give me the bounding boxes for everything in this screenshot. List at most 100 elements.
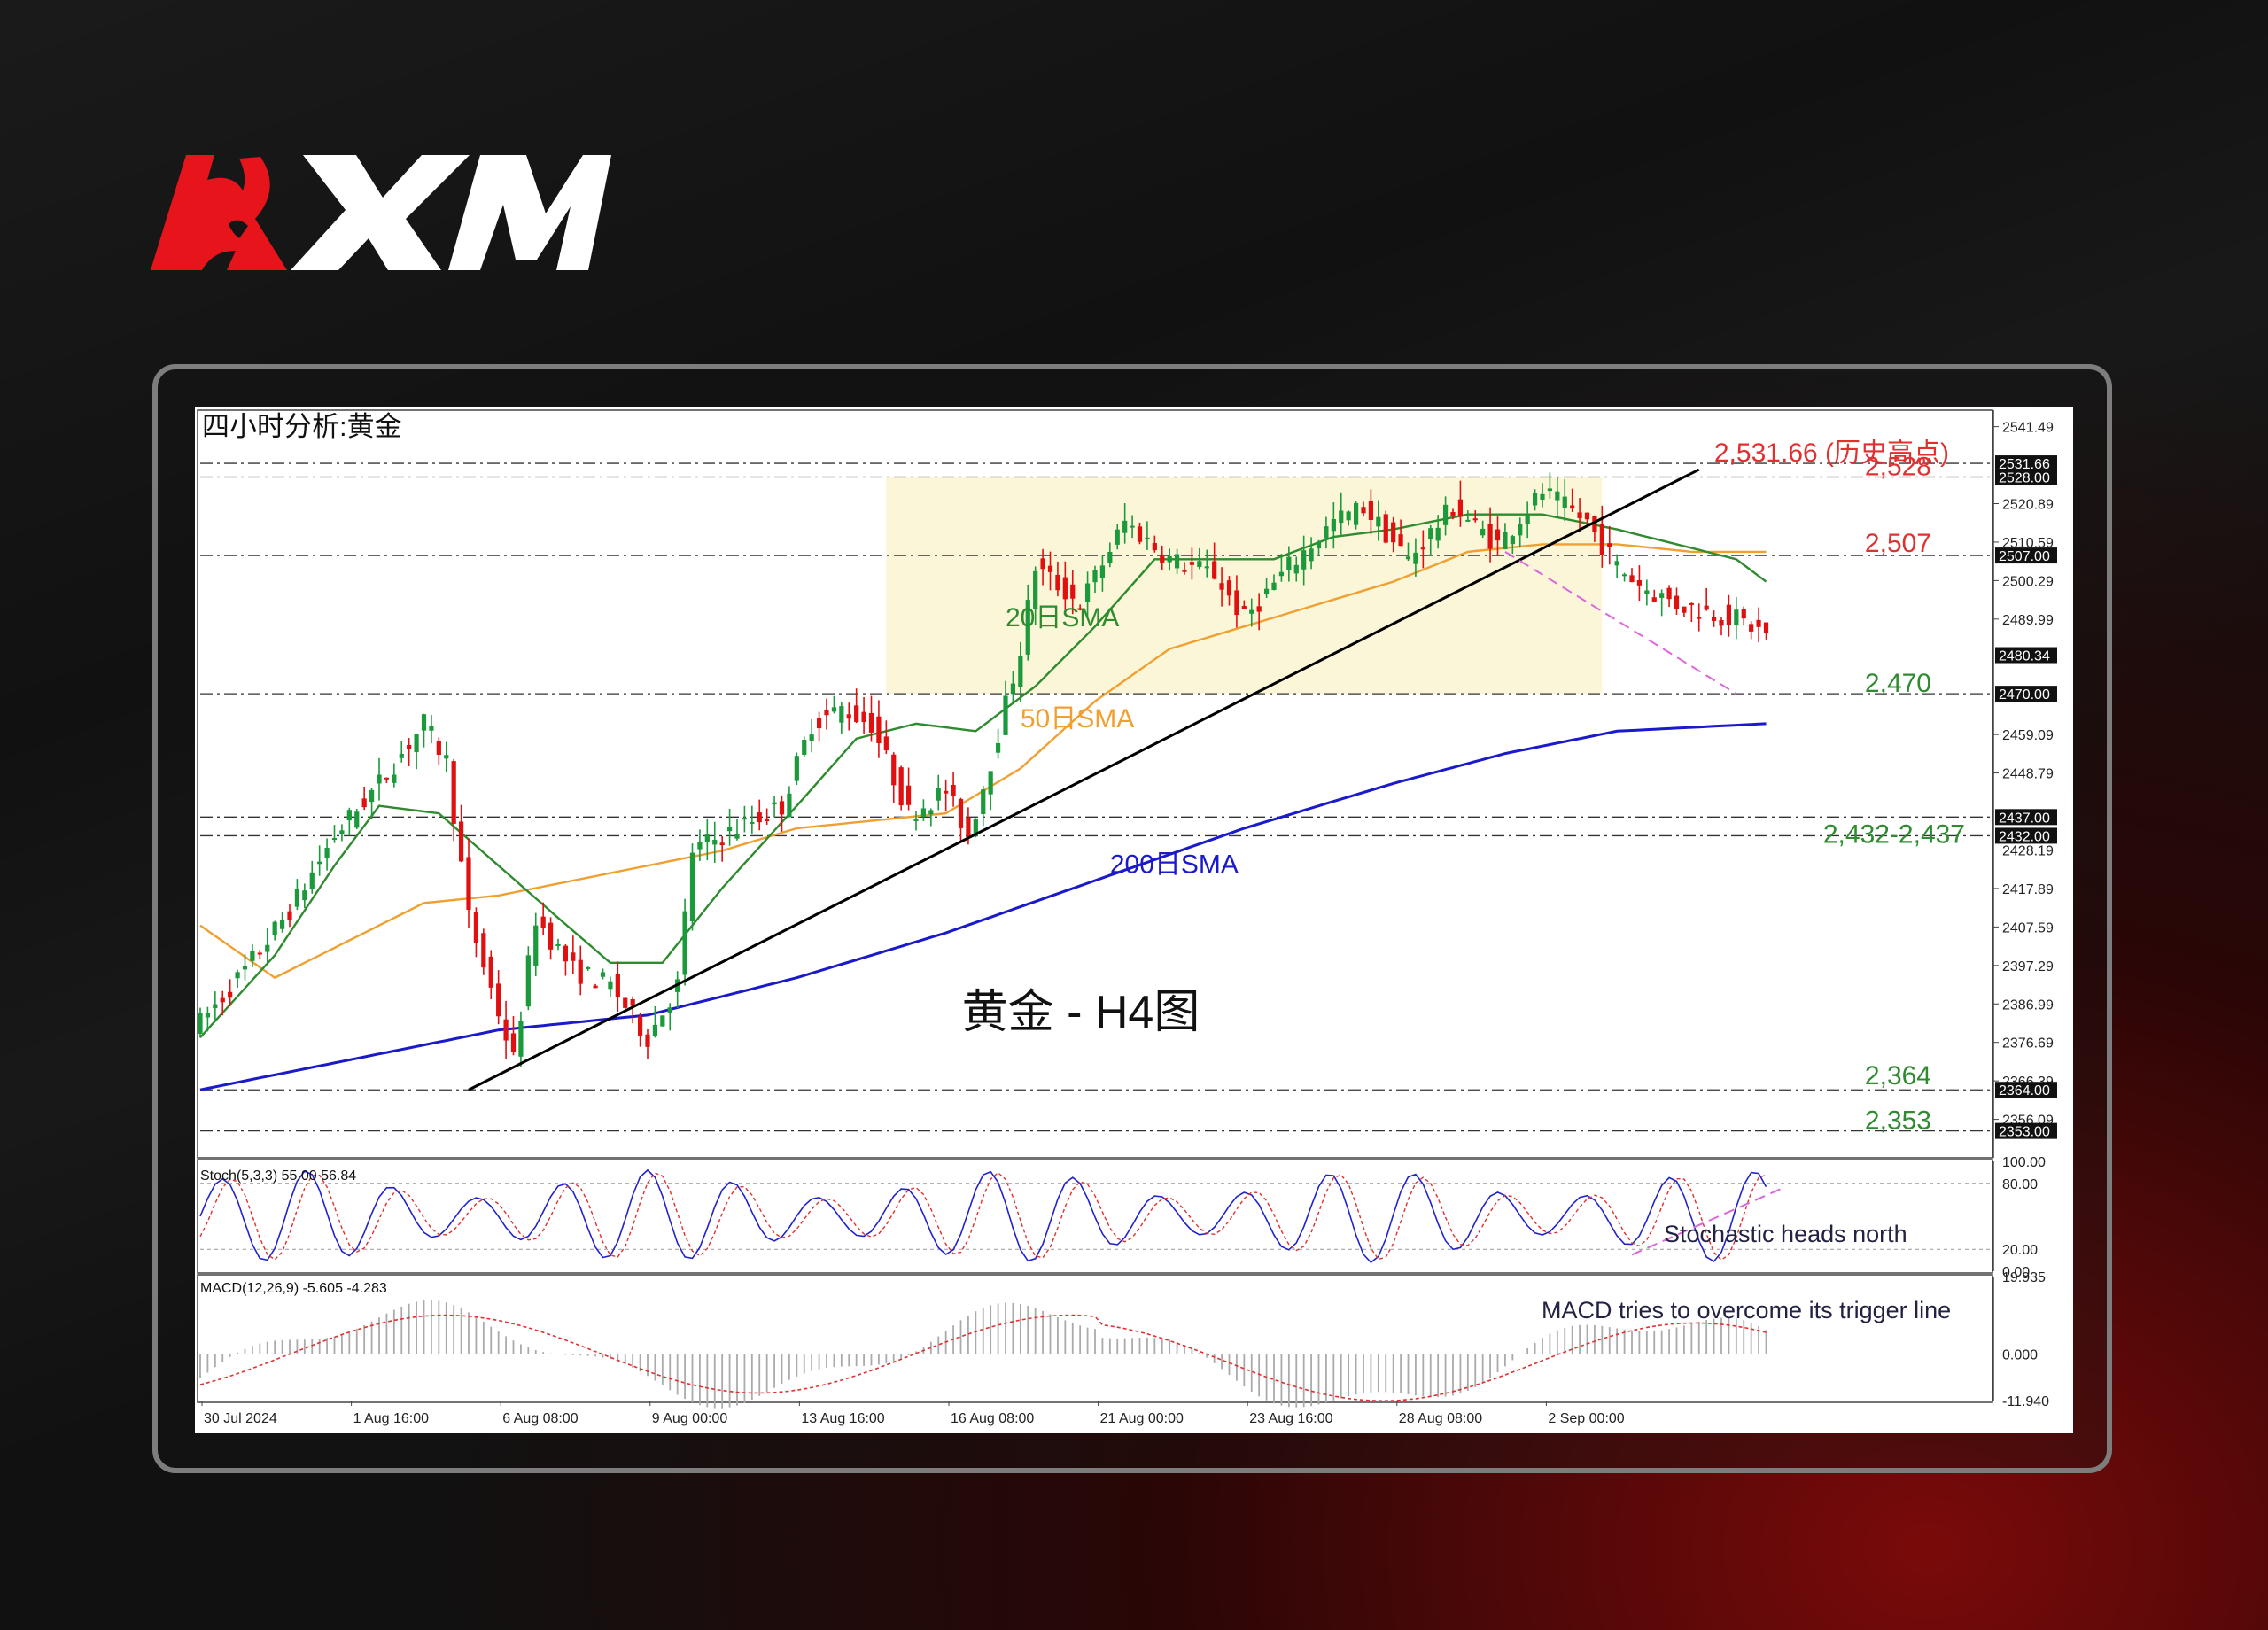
bull-logo-icon — [151, 155, 287, 270]
stoch-level-label: 100.00 — [2002, 1155, 2046, 1170]
candle-body — [988, 771, 993, 795]
candle-body — [958, 799, 964, 828]
candle-body — [354, 811, 360, 828]
price-tick-label: 2500.29 — [2002, 574, 2054, 589]
candle-body — [1599, 523, 1604, 555]
candle-body — [995, 742, 1001, 753]
macd-annotation: MACD tries to overcome its trigger line — [1542, 1297, 1951, 1323]
candle-body — [1130, 525, 1135, 528]
time-tick-label: 21 Aug 00:00 — [1100, 1411, 1184, 1426]
candle-body — [444, 755, 449, 759]
candle-body — [1174, 554, 1180, 569]
price-tick-label: 2459.09 — [2002, 728, 2054, 743]
candle-body — [317, 861, 322, 865]
candle-body — [496, 983, 501, 1017]
candle-body — [645, 1034, 650, 1047]
candle-body — [1674, 595, 1680, 609]
candle-body — [407, 744, 412, 750]
candle-body — [682, 911, 687, 975]
candle-body — [1107, 551, 1113, 563]
price-box — [1995, 469, 2057, 485]
stoch-annotation: Stochastic heads north — [1664, 1221, 1907, 1247]
candle-body — [951, 784, 956, 796]
time-tick-label: 28 Aug 08:00 — [1399, 1411, 1482, 1426]
price-tick-label: 2541.49 — [2002, 421, 2054, 436]
candle-body — [1697, 617, 1702, 619]
candle-body — [689, 852, 695, 922]
candle-body — [1570, 505, 1575, 509]
price-tick-label: 2510.59 — [2002, 536, 2054, 551]
candle-body — [1256, 606, 1262, 612]
stoch-level-label: 0.00 — [2002, 1265, 2030, 1280]
candle-body — [377, 774, 382, 784]
candle-body — [1689, 602, 1694, 605]
candle-body — [1682, 606, 1687, 613]
gold-h4-chart: 2,531.66 (历史高点)2,528 2,507 2,470 2,432-2,43… — [197, 409, 2057, 1426]
candle-body — [1301, 550, 1307, 570]
candle-body — [1428, 528, 1433, 539]
time-tick-label: 23 Aug 16:00 — [1249, 1411, 1332, 1426]
candle-body — [1353, 502, 1359, 525]
price-box-label: 2437.00 — [1999, 811, 2050, 826]
candle-body — [1361, 507, 1366, 514]
candle-body — [1465, 519, 1471, 522]
candle-body — [518, 1021, 524, 1057]
candle-body — [429, 726, 434, 731]
candle-body — [1450, 512, 1456, 516]
candle-body — [742, 818, 748, 820]
candle-body — [466, 857, 471, 911]
candle-body — [384, 777, 390, 780]
candle-body — [1234, 590, 1239, 616]
candle-body — [198, 1013, 203, 1034]
candle-body — [220, 997, 225, 1003]
candle-body — [399, 753, 404, 758]
candle-body — [451, 761, 456, 824]
price-tick-label: 2448.79 — [2002, 767, 2054, 782]
candle-body — [1145, 537, 1150, 539]
time-tick-label: 2 Sep 00:00 — [1548, 1411, 1624, 1426]
candle-body — [966, 817, 971, 838]
candle-body — [1614, 561, 1619, 566]
candle-body — [1540, 493, 1545, 501]
level-label: 2,353 — [1865, 1106, 1931, 1136]
candle-body — [787, 793, 792, 818]
candle-body — [905, 785, 912, 805]
candle-body — [1621, 574, 1627, 577]
candle-body — [1726, 604, 1732, 625]
candle-body — [809, 734, 814, 741]
candle-body — [279, 920, 285, 929]
candle-body — [1577, 512, 1582, 518]
candle-body — [1518, 524, 1523, 536]
candle-body — [1189, 562, 1195, 565]
chart-title: 四小时分析:黄金 — [202, 411, 402, 442]
stochastic-panel: 100.00 80.00 20.00 0.00 — [199, 1155, 2046, 1280]
price-box — [1995, 1122, 2057, 1139]
candle-body — [779, 801, 785, 815]
candle-body — [1636, 579, 1643, 586]
candle-body — [228, 991, 233, 998]
stoch-trend-line — [1631, 1188, 1782, 1256]
candle-body — [1010, 683, 1016, 695]
candle-body — [1152, 543, 1157, 551]
candle-body — [861, 711, 866, 723]
candle-body — [1584, 512, 1590, 520]
candle-body — [1368, 501, 1374, 520]
candle-body — [913, 819, 919, 821]
candle-body — [339, 830, 345, 834]
candle-body — [287, 911, 292, 921]
candle-body — [593, 985, 598, 989]
candle-body — [1309, 548, 1314, 562]
candle-body — [734, 834, 740, 839]
sma200-line — [199, 722, 1767, 1091]
candle-body — [1047, 565, 1053, 572]
candle-body — [1383, 514, 1388, 543]
stoch-level-label: 80.00 — [2002, 1177, 2038, 1192]
candle-body — [1122, 520, 1128, 533]
candle-body — [555, 943, 561, 946]
level-label: 2,432-2,437 — [1823, 819, 1965, 849]
trend-lines — [468, 468, 1737, 1091]
range-box — [886, 477, 1603, 695]
candle-body — [1339, 510, 1344, 524]
price-box — [1995, 547, 2057, 564]
candle-body — [1413, 552, 1418, 564]
